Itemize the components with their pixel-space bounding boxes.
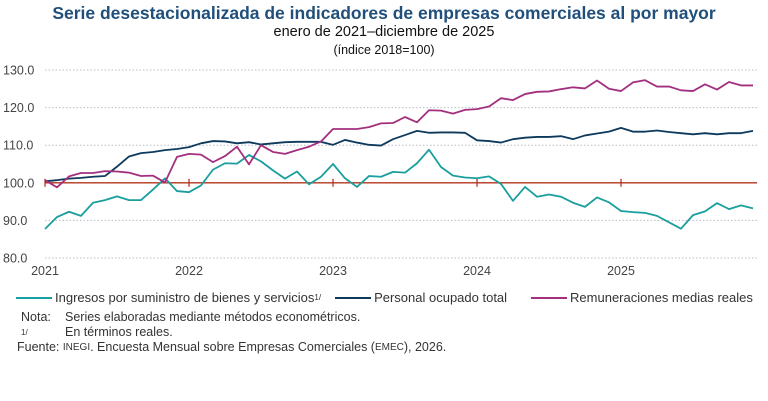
fuente-label: Fuente: (17, 340, 60, 354)
legend: Ingresos por suministro de bienes y serv… (16, 290, 753, 305)
legend-label: Ingresos por suministro de bienes y serv… (55, 290, 315, 305)
x-tick-label: 2024 (463, 264, 491, 278)
chart-subtitle-index: (índice 2018=100) (333, 43, 435, 57)
chart-title: Serie desestacionalizada de indicadores … (52, 3, 716, 23)
series-line-1 (44, 148, 754, 230)
notes: Nota: Series elaboradas mediante métodos … (17, 310, 447, 355)
legend-label: Personal ocupado total (374, 290, 508, 305)
fuente-abbr: EMEC (374, 342, 404, 353)
legend-item-remuneraciones: Remuneraciones medias reales (531, 290, 753, 305)
footnote-mark: 1/ (314, 293, 322, 302)
legend-swatch (531, 296, 568, 299)
y-tick-label: 100.0 (3, 176, 34, 190)
fuente-text-2: ), 2026. (403, 340, 447, 354)
x-tick-label: 2021 (31, 264, 59, 278)
y-tick-label: 80.0 (3, 252, 27, 266)
series-line-3 (44, 79, 753, 189)
legend-label: Remuneraciones medias reales (570, 290, 753, 305)
y-tick-label: 120.0 (3, 101, 34, 115)
y-tick-label: 110.0 (3, 139, 33, 153)
x-tick-label: 2025 (607, 264, 635, 278)
series-line-2 (44, 127, 754, 183)
footnote-text: En términos reales. (65, 325, 173, 339)
line-chart: 80.0 90.0 100.0 110.0 120.0 130.0 2021 2022 2023… (3, 64, 757, 278)
legend-item-personal: Personal ocupado total (335, 290, 507, 305)
footnote-mark: 1/ (21, 328, 28, 337)
legend-item-ingresos: Ingresos por suministro de bienes y serv… (16, 290, 321, 305)
y-tick-label: 90.0 (3, 214, 27, 228)
y-tick-label: 130.0 (3, 64, 34, 78)
chart-subtitle: enero de 2021–diciembre de 2025 (273, 24, 495, 40)
legend-swatch (335, 296, 372, 299)
x-tick-label: 2022 (175, 264, 203, 278)
legend-swatch (16, 296, 52, 299)
nota-text: Series elaboradas mediante métodos econo… (65, 310, 361, 324)
fuente-text: . Encuesta Mensual sobre Empresas Comerc… (90, 340, 375, 354)
fuente-org: INEGI (62, 342, 91, 353)
nota-label: Nota: (21, 310, 51, 324)
x-tick-label: 2023 (319, 264, 347, 278)
